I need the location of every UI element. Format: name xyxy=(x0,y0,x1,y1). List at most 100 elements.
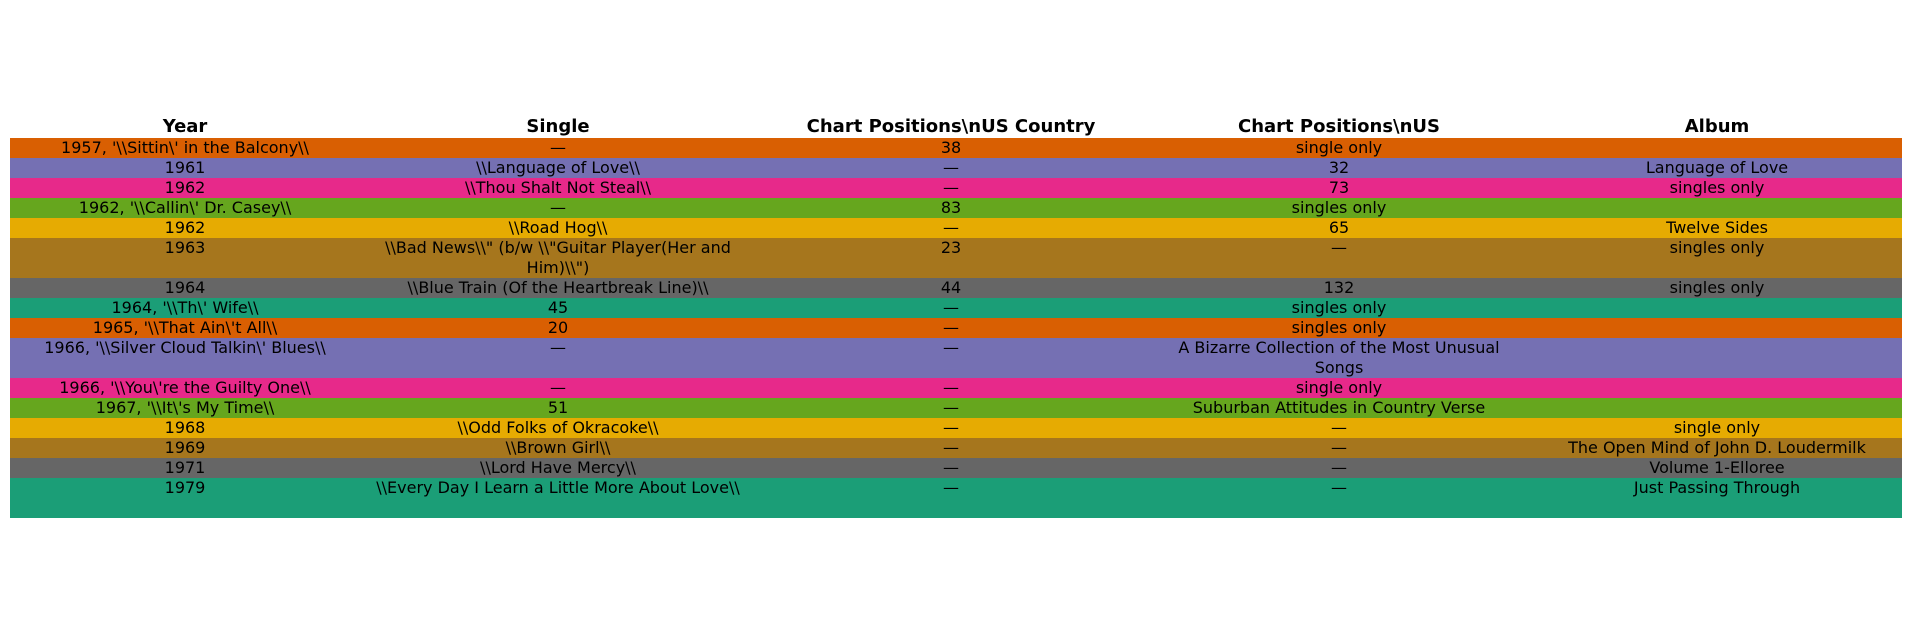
us-cell: singles only xyxy=(1291,298,1387,317)
us-cell: — xyxy=(1331,458,1347,477)
table-row: 1957, '\\Sittin\' in the Balcony\\ — 38 sin… xyxy=(10,138,1902,158)
us-cell: 73 xyxy=(1328,178,1350,197)
table-row: 1964, '\\Th\' Wife\\ 45 — singles only xyxy=(10,298,1902,318)
table-row: 1962, '\\Callin\' Dr. Casey\\ — 83 singles … xyxy=(10,198,1902,218)
us-cell: — xyxy=(1331,238,1347,257)
table-row: 1966, '\\You\'re the Guilty One\\ — — singl… xyxy=(10,378,1902,398)
us-cell: — xyxy=(1331,438,1347,457)
us-cell: Suburban Attitudes in Country Verse xyxy=(1192,398,1486,417)
year-cell: 1962 xyxy=(164,178,206,197)
us-country-cell: 38 xyxy=(940,138,962,157)
header-single: Single xyxy=(526,116,590,137)
year-cell: 1968 xyxy=(164,418,206,437)
table-row: 1965, '\\That Ain\'t All\\ 20 — singles onl… xyxy=(10,318,1902,338)
year-cell: 1979 xyxy=(164,478,206,497)
us-country-cell: — xyxy=(943,438,959,457)
single-cell: \\Bad News\\" (b/w \\"Guitar Player(Her … xyxy=(385,238,731,277)
single-cell: \\Odd Folks of Okracoke\\ xyxy=(457,418,659,437)
single-cell: — xyxy=(550,378,566,397)
album-cell: Twelve Sides xyxy=(1666,218,1768,237)
us-cell: 32 xyxy=(1328,158,1350,177)
table-row: 1961 \\Language of Love\\ — 32 Language of L… xyxy=(10,158,1902,178)
album-cell xyxy=(1532,318,1902,338)
album-cell: singles only xyxy=(1669,278,1765,297)
header-year: Year xyxy=(162,116,208,137)
year-cell: 1962 xyxy=(164,218,206,237)
us-country-cell: — xyxy=(943,178,959,197)
single-cell: — xyxy=(550,338,566,357)
table-row: 1962 \\Road Hog\\ — 65 Twelve Sides xyxy=(10,218,1902,238)
album-cell xyxy=(1532,398,1902,418)
album-cell xyxy=(1532,198,1902,218)
single-cell: 45 xyxy=(547,298,569,317)
album-cell: Just Passing Through xyxy=(1633,478,1801,497)
us-cell: single only xyxy=(1295,378,1383,397)
table-row: 1979 \\Every Day I Learn a Little More Ab… xyxy=(10,478,1902,518)
year-cell: 1964 xyxy=(164,278,206,297)
year-cell: 1961 xyxy=(164,158,206,177)
header-us: Chart Positions\nUS xyxy=(1238,116,1440,137)
album-cell: Volume 1-Elloree xyxy=(1649,458,1785,477)
single-cell: \\Language of Love\\ xyxy=(476,158,640,177)
us-cell: — xyxy=(1331,418,1347,437)
single-cell: 51 xyxy=(547,398,569,417)
album-cell xyxy=(1532,338,1902,378)
single-cell: \\Every Day I Learn a Little More About … xyxy=(376,478,740,497)
us-country-cell: 23 xyxy=(940,238,962,257)
us-country-cell: — xyxy=(943,298,959,317)
single-cell: \\Road Hog\\ xyxy=(508,218,608,237)
table-row: 1962 \\Thou Shalt Not Steal\\ — 73 singles o… xyxy=(10,178,1902,198)
single-cell: — xyxy=(550,138,566,157)
single-cell: \\Thou Shalt Not Steal\\ xyxy=(464,178,652,197)
year-cell: 1962, '\\Callin\' Dr. Casey\\ xyxy=(78,198,292,217)
us-country-cell: — xyxy=(943,418,959,437)
year-cell: 1966, '\\Silver Cloud Talkin\' Blues\\ xyxy=(44,338,326,357)
album-cell xyxy=(1532,138,1902,158)
year-cell: 1971 xyxy=(164,458,206,477)
header-album: Album xyxy=(1684,116,1750,137)
us-country-cell: — xyxy=(943,338,959,357)
single-cell: \\Lord Have Mercy\\ xyxy=(480,458,636,477)
us-country-cell: — xyxy=(943,218,959,237)
album-cell: The Open Mind of John D. Loudermilk xyxy=(1568,438,1866,457)
us-country-cell: 83 xyxy=(940,198,962,217)
us-country-cell: — xyxy=(943,158,959,177)
table-row: 1966, '\\Silver Cloud Talkin\' Blues\\ — —… xyxy=(10,338,1902,378)
album-cell xyxy=(1532,298,1902,318)
single-cell: \\Brown Girl\\ xyxy=(505,438,611,457)
album-cell: singles only xyxy=(1669,178,1765,197)
album-cell xyxy=(1532,378,1902,398)
table-row: 1963 \\Bad News\\" (b/w \\"Guitar Player(… xyxy=(10,238,1902,278)
us-country-cell: — xyxy=(943,378,959,397)
table-row: 1967, '\\It\'s My Time\\ 51 — Suburban Atti… xyxy=(10,398,1902,418)
year-cell: 1966, '\\You\'re the Guilty One\\ xyxy=(59,378,311,397)
us-cell: singles only xyxy=(1291,198,1387,217)
table-row: 1968 \\Odd Folks of Okracoke\\ — — single on… xyxy=(10,418,1902,438)
year-cell: 1969 xyxy=(164,438,206,457)
us-cell: 132 xyxy=(1323,278,1355,297)
table-row: 1971 \\Lord Have Mercy\\ — — Volume 1-Ellore… xyxy=(10,458,1902,478)
year-cell: 1964, '\\Th\' Wife\\ xyxy=(111,298,259,317)
us-country-cell: — xyxy=(943,318,959,337)
table-row: 1969 \\Brown Girl\\ — — The Open Mind of Joh… xyxy=(10,438,1902,458)
album-cell: Language of Love xyxy=(1645,158,1789,177)
year-cell: 1957, '\\Sittin\' in the Balcony\\ xyxy=(61,138,309,157)
single-cell: 20 xyxy=(547,318,569,337)
single-cell: \\Blue Train (Of the Heartbreak Line)\\ xyxy=(407,278,709,297)
single-cell: — xyxy=(550,198,566,217)
year-cell: 1967, '\\It\'s My Time\\ xyxy=(95,398,275,417)
us-cell: — xyxy=(1331,478,1347,497)
us-country-cell: — xyxy=(943,398,959,417)
us-country-cell: — xyxy=(943,458,959,477)
us-cell: single only xyxy=(1295,138,1383,157)
us-cell: A Bizarre Collection of the Most Unusual… xyxy=(1178,338,1500,377)
table-row: 1964 \\Blue Train (Of the Heartbreak Line… xyxy=(10,278,1902,298)
us-country-cell: 44 xyxy=(940,278,962,297)
us-cell: singles only xyxy=(1291,318,1387,337)
album-cell: single only xyxy=(1673,418,1761,437)
us-country-cell: — xyxy=(943,478,959,497)
header-us-country: Chart Positions\nUS Country xyxy=(806,116,1096,137)
album-cell: singles only xyxy=(1669,238,1765,257)
year-cell: 1965, '\\That Ain\'t All\\ xyxy=(92,318,278,337)
us-cell: 65 xyxy=(1328,218,1350,237)
